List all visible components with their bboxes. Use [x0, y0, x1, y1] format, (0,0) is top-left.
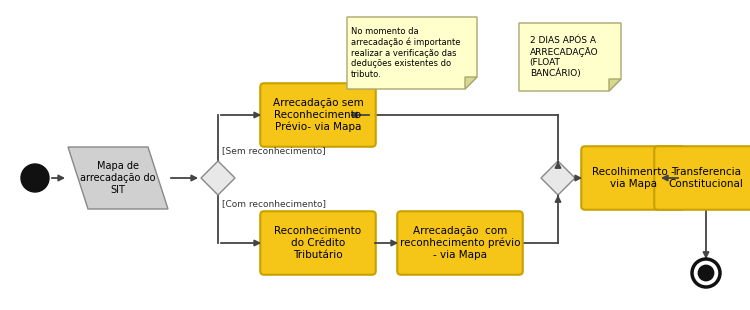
Polygon shape [68, 147, 168, 209]
Text: Transferencia
Constitucional: Transferencia Constitucional [668, 167, 743, 189]
Polygon shape [519, 23, 621, 91]
Circle shape [698, 265, 714, 281]
FancyBboxPatch shape [654, 146, 750, 210]
Text: [Com reconhecimento]: [Com reconhecimento] [222, 199, 326, 208]
Text: Arrecadação sem
Reconhecimento
Prévio- via Mapa: Arrecadação sem Reconhecimento Prévio- v… [273, 98, 363, 132]
Circle shape [692, 259, 720, 287]
Polygon shape [541, 161, 575, 195]
Text: [Sem reconhecimento]: [Sem reconhecimento] [222, 146, 326, 155]
Polygon shape [465, 77, 477, 89]
Polygon shape [609, 79, 621, 91]
Text: Mapa de
arrecadação do
SIT: Mapa de arrecadação do SIT [80, 162, 156, 195]
FancyBboxPatch shape [260, 211, 376, 275]
FancyBboxPatch shape [398, 211, 523, 275]
FancyBboxPatch shape [581, 146, 685, 210]
Text: No momento da
arrecadação é importante
realizar a verificação das
deduções exist: No momento da arrecadação é importante r… [351, 27, 460, 79]
Polygon shape [347, 17, 477, 89]
Text: 2 DIAS APÓS A
ARRECADAÇÃO
(FLOAT
BANCÁRIO): 2 DIAS APÓS A ARRECADAÇÃO (FLOAT BANCÁRI… [530, 36, 598, 78]
Text: Reconhecimento
do Crédito
Tributário: Reconhecimento do Crédito Tributário [274, 226, 362, 259]
Text: Recolhimenrto -
via Mapa: Recolhimenrto - via Mapa [592, 167, 674, 189]
Polygon shape [201, 161, 235, 195]
Circle shape [21, 164, 49, 192]
FancyBboxPatch shape [260, 83, 376, 147]
Text: Arrecadação  com
reconhecimento prévio
- via Mapa: Arrecadação com reconhecimento prévio - … [400, 226, 520, 260]
